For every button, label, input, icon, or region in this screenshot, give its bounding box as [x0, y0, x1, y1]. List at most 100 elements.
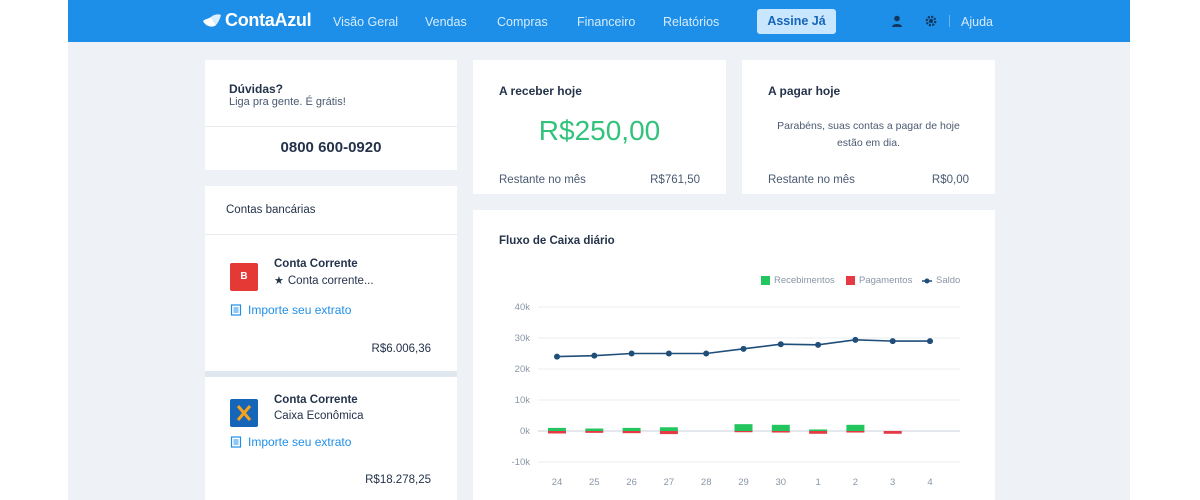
- bar-pagamentos: [734, 431, 753, 433]
- bar-pagamentos: [548, 431, 566, 434]
- nav-separator: [949, 15, 950, 27]
- support-subtitle: Liga pra gente. É grátis!: [229, 96, 346, 108]
- saldo-point: [665, 350, 672, 357]
- account-name: Conta corrente...: [287, 274, 374, 287]
- account-type: Conta Corrente: [274, 394, 358, 406]
- star-icon[interactable]: ★: [274, 275, 284, 287]
- receivable-card: A receber hoje R$250,00 Restante no mês …: [473, 60, 726, 194]
- support-divider: [205, 126, 457, 127]
- gear-icon[interactable]: [924, 14, 938, 28]
- bank-accounts-divider: [205, 234, 457, 235]
- legend-recebimentos: Recebimentos: [761, 275, 835, 286]
- x-tick-label: 30: [776, 477, 787, 488]
- legend-label: Recebimentos: [774, 275, 835, 286]
- import-statement-link[interactable]: Importe seu extrato: [230, 435, 351, 449]
- legend-swatch: [846, 276, 855, 285]
- bar-pagamentos: [659, 431, 678, 435]
- nav-item-financeiro[interactable]: Financeiro: [577, 15, 636, 29]
- bank-accounts-card: Contas bancárias B Conta Corrente ★ Cont…: [205, 186, 457, 500]
- import-statement-label: Importe seu extrato: [248, 303, 352, 317]
- bar-recebimentos: [659, 427, 678, 431]
- saldo-point: [628, 350, 635, 357]
- support-phone[interactable]: 0800 600-0920: [280, 139, 382, 156]
- bank-accounts-title: Contas bancárias: [226, 204, 316, 216]
- cashflow-chart: 40k 30k 20k 10k 0k -10k 24 25 26 27 28 29 30 1 2 3 4: [512, 302, 960, 488]
- saldo-point: [703, 350, 710, 357]
- nav-item-vendas[interactable]: Vendas: [425, 15, 467, 29]
- bank-logo-icon: B: [230, 263, 258, 291]
- x-tick-label: 2: [853, 477, 858, 488]
- payable-remaining-label: Restante no mês: [768, 174, 855, 186]
- x-tick-label: 28: [701, 477, 712, 488]
- receivable-title: A receber hoje: [499, 84, 582, 98]
- document-icon: [230, 436, 242, 448]
- bar-recebimentos: [548, 427, 566, 431]
- receivable-remaining-value: R$761,50: [650, 174, 700, 186]
- x-tick-label: 4: [927, 477, 932, 488]
- receivable-remaining-label: Restante no mês: [499, 174, 586, 186]
- x-tick-label: 27: [664, 477, 675, 488]
- account-name-row: ★ Conta corrente...: [274, 274, 374, 288]
- bar-pagamentos: [622, 431, 641, 434]
- bar-recebimentos: [585, 428, 604, 431]
- bar-recebimentos: [846, 424, 865, 431]
- chart-title: Fluxo de Caixa diário: [499, 235, 615, 247]
- support-title: Dúvidas?: [229, 82, 284, 96]
- bar-pagamentos: [846, 431, 865, 433]
- x-tick-label: 26: [626, 477, 637, 488]
- legend-pagamentos: Pagamentos: [846, 275, 912, 286]
- bar-pagamentos: [771, 431, 790, 433]
- bar-pagamentos: [883, 431, 902, 434]
- saldo-point: [554, 353, 560, 360]
- subscribe-button[interactable]: Assine Já: [757, 9, 836, 34]
- account-balance: R$18.278,25: [365, 474, 431, 486]
- y-tick-label: -10k: [512, 457, 531, 468]
- saldo-point: [889, 338, 896, 345]
- account-name: Caixa Econômica: [274, 410, 364, 422]
- user-icon[interactable]: [890, 14, 904, 28]
- account-balance: R$6.006,36: [371, 343, 431, 355]
- legend-label: Pagamentos: [859, 275, 913, 286]
- y-tick-label: 30k: [515, 333, 531, 344]
- legend-label: Saldo: [936, 275, 961, 286]
- payable-title: A pagar hoje: [768, 84, 841, 98]
- caixa-logo-icon: [230, 399, 258, 427]
- payable-remaining-value: R$0,00: [931, 174, 969, 186]
- y-tick-label: 10k: [515, 395, 531, 406]
- nav-item-visao-geral[interactable]: Visão Geral: [333, 15, 399, 29]
- y-tick-label: 20k: [515, 364, 531, 375]
- saldo-point: [927, 338, 933, 345]
- import-statement-link[interactable]: Importe seu extrato: [230, 303, 351, 317]
- brand-name: ContaAzul: [225, 10, 312, 30]
- nav-item-relatorios[interactable]: Relatórios: [663, 15, 720, 29]
- saldo-point: [852, 336, 859, 343]
- y-tick-label: 0k: [520, 426, 530, 437]
- bank-logo-letter: B: [240, 271, 248, 282]
- help-link[interactable]: Ajuda: [961, 15, 993, 29]
- x-tick-label: 24: [552, 477, 563, 488]
- bar-pagamentos: [809, 431, 828, 434]
- payable-message: Parabéns, suas contas a pagar de hoje es…: [777, 120, 960, 149]
- receivable-amount: R$250,00: [538, 115, 661, 146]
- legend-swatch: [922, 278, 932, 283]
- nav-item-compras[interactable]: Compras: [497, 15, 548, 29]
- import-statement-label: Importe seu extrato: [248, 435, 352, 449]
- legend-swatch: [761, 276, 770, 285]
- bank-account-item[interactable]: Conta Corrente Caixa Econômica Importe s…: [205, 377, 457, 500]
- legend-saldo: Saldo: [922, 275, 960, 286]
- saldo-point: [740, 345, 747, 352]
- app-window: ContaAzul Visão Geral Vendas Compras Fin…: [68, 0, 1130, 500]
- support-card: Dúvidas? Liga pra gente. É grátis! 0800 …: [205, 60, 457, 170]
- account-type: Conta Corrente: [274, 258, 358, 270]
- saldo-point: [777, 341, 784, 348]
- top-navigation-bar: ContaAzul Visão Geral Vendas Compras Fin…: [68, 0, 1130, 42]
- bank-account-item[interactable]: B Conta Corrente ★ Conta corrente... Imp…: [205, 235, 457, 371]
- x-tick-label: 1: [815, 477, 820, 488]
- brand-logo[interactable]: ContaAzul: [202, 10, 312, 31]
- cashflow-chart-card: Fluxo de Caixa diário: [473, 210, 995, 500]
- bar-recebimentos: [809, 429, 828, 431]
- y-tick-label: 40k: [515, 302, 531, 313]
- document-icon: [230, 304, 242, 316]
- accounts-separator: [205, 371, 457, 377]
- saldo-point: [591, 352, 598, 359]
